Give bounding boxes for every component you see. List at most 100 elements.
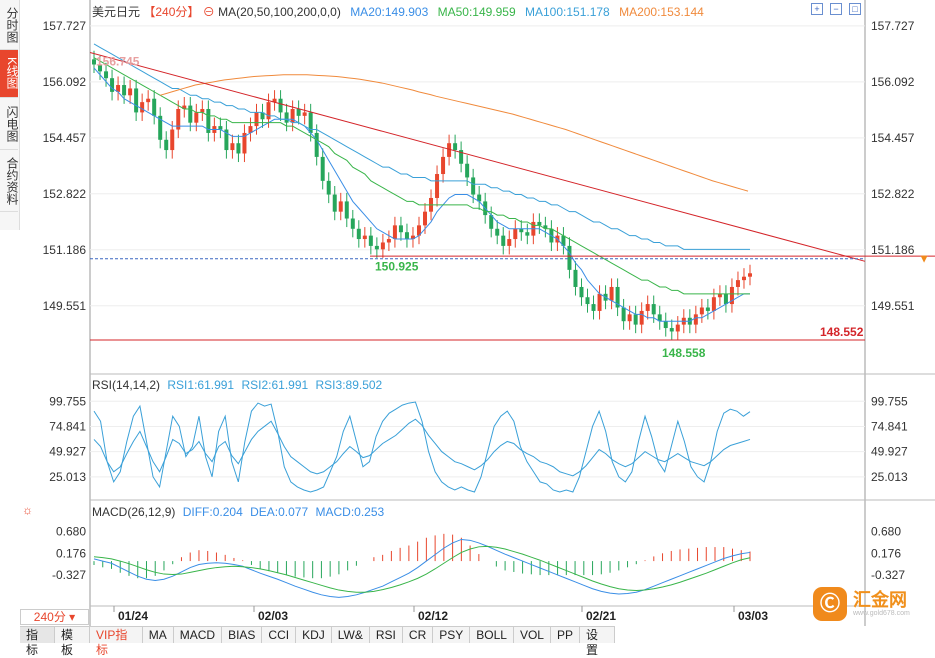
candle	[140, 102, 145, 113]
candle	[416, 225, 421, 236]
x-tick-label: 01/24	[118, 609, 148, 623]
indicator-tab[interactable]: LW&	[332, 627, 370, 643]
indicator-tab[interactable]: 指标	[20, 627, 55, 657]
candle	[633, 314, 638, 325]
candle	[272, 98, 277, 103]
candle	[537, 221, 542, 226]
candle	[435, 174, 440, 198]
y-tick-label: 156.092	[43, 75, 87, 89]
candle	[717, 293, 722, 298]
candle	[392, 225, 397, 240]
candle	[639, 310, 644, 325]
rsi3-label: RSI3:89.502	[315, 378, 383, 392]
candle	[284, 112, 289, 123]
candle	[525, 232, 530, 236]
diff-label: DIFF:0.204	[182, 505, 243, 519]
candle	[194, 112, 199, 123]
rsi-header: RSI(14,14,2) RSI1:61.991 RSI2:61.991 RSI…	[92, 378, 382, 392]
y-tick-label: 25.013	[871, 470, 908, 484]
candle	[651, 304, 656, 315]
candle	[266, 102, 271, 120]
indicator-tab[interactable]: MACD	[174, 627, 223, 643]
trendline	[89, 52, 866, 262]
settings-icon[interactable]: ⊖	[202, 5, 215, 19]
indicator-tab[interactable]: VIP指标	[90, 627, 143, 657]
indicator-tab[interactable]: KDJ	[296, 627, 332, 643]
candle	[152, 98, 157, 116]
candle	[741, 276, 746, 281]
candle	[176, 108, 181, 130]
fullscreen-icon[interactable]: □	[849, 3, 861, 15]
ma200-label: MA200:153.144	[619, 5, 704, 19]
candle	[296, 108, 301, 116]
candle	[543, 225, 548, 229]
indicator-tab[interactable]: 设置	[580, 627, 615, 657]
logo-text: 汇金网	[853, 589, 907, 610]
indicator-tab[interactable]: CCI	[262, 627, 297, 643]
candle	[374, 245, 379, 250]
indicator-tab[interactable]: PSY	[433, 627, 471, 643]
candle	[158, 115, 163, 140]
indicator-tab[interactable]: 模板	[55, 627, 90, 657]
candle	[338, 201, 343, 212]
candle	[615, 286, 620, 308]
y-tick-label: 74.841	[871, 419, 908, 433]
ma20-line	[93, 67, 750, 322]
candle	[164, 139, 169, 151]
rsi1-line	[93, 418, 751, 477]
tab-kline[interactable]: K线图	[0, 50, 19, 98]
x-tick-label: 02/12	[418, 609, 448, 623]
diff-line	[93, 538, 751, 598]
y-tick-label: 0.680	[871, 525, 901, 539]
y-tick-label: 151.186	[871, 243, 915, 257]
candle	[699, 307, 704, 315]
candle	[332, 194, 337, 212]
indicator-tab[interactable]: CR	[403, 627, 434, 643]
candle	[188, 105, 193, 123]
y-tick-label: 99.755	[49, 394, 86, 408]
rsi2-label: RSI2:61.991	[241, 378, 309, 392]
y-tick-label: 154.457	[43, 131, 87, 145]
candle	[705, 307, 710, 311]
indicator-tab[interactable]: MA	[143, 627, 174, 643]
candle	[218, 126, 223, 130]
y-tick-label: 152.822	[871, 187, 915, 201]
indicator-tab[interactable]: RSI	[370, 627, 403, 643]
candle	[597, 293, 602, 311]
x-tick-label: 03/03	[738, 609, 768, 623]
indicator-tab[interactable]: BIAS	[222, 627, 263, 643]
zoom-out-icon[interactable]: −	[830, 3, 842, 15]
zoom-in-icon[interactable]: +	[811, 3, 823, 15]
tab-flash[interactable]: 闪电图	[0, 98, 19, 150]
rsi3-line	[93, 401, 751, 493]
candle	[627, 314, 632, 322]
macd-settings-icon[interactable]: ☼	[22, 503, 33, 517]
candle	[344, 201, 349, 219]
candle	[380, 242, 385, 250]
main-chart-header: 美元日元 【240分】 ⊖ MA(20,50,100,200,0,0) MA20…	[92, 3, 704, 20]
rsi1-label: RSI1:61.991	[167, 378, 235, 392]
chart-canvas[interactable]: 157.727 157.727 156.092 156.092 154.457 154.4…	[0, 0, 935, 643]
candle	[675, 324, 680, 332]
candle	[723, 293, 728, 305]
candle	[489, 215, 494, 229]
y-tick-label: 157.727	[43, 19, 87, 33]
candle	[561, 235, 566, 246]
candle	[579, 286, 584, 298]
indicator-tab[interactable]: PP	[551, 627, 580, 643]
y-tick-label: -0.327	[871, 568, 905, 582]
tab-time-sharing[interactable]: 分时图	[0, 0, 19, 50]
annotation-label: 148.552	[820, 325, 864, 339]
candle	[621, 307, 626, 322]
candle	[519, 228, 524, 233]
indicator-tab[interactable]: VOL	[514, 627, 551, 643]
candle	[278, 98, 283, 113]
indicator-tab[interactable]: BOLL	[470, 627, 514, 643]
tab-contract-info[interactable]: 合约资料	[0, 150, 19, 212]
candle	[326, 180, 331, 195]
logo-sub: www.gold678.com	[853, 609, 910, 617]
candle	[471, 177, 476, 195]
period-label: 【240分】	[143, 5, 200, 19]
period-selector[interactable]: 240分 ▾	[20, 609, 89, 625]
candle	[224, 129, 229, 151]
